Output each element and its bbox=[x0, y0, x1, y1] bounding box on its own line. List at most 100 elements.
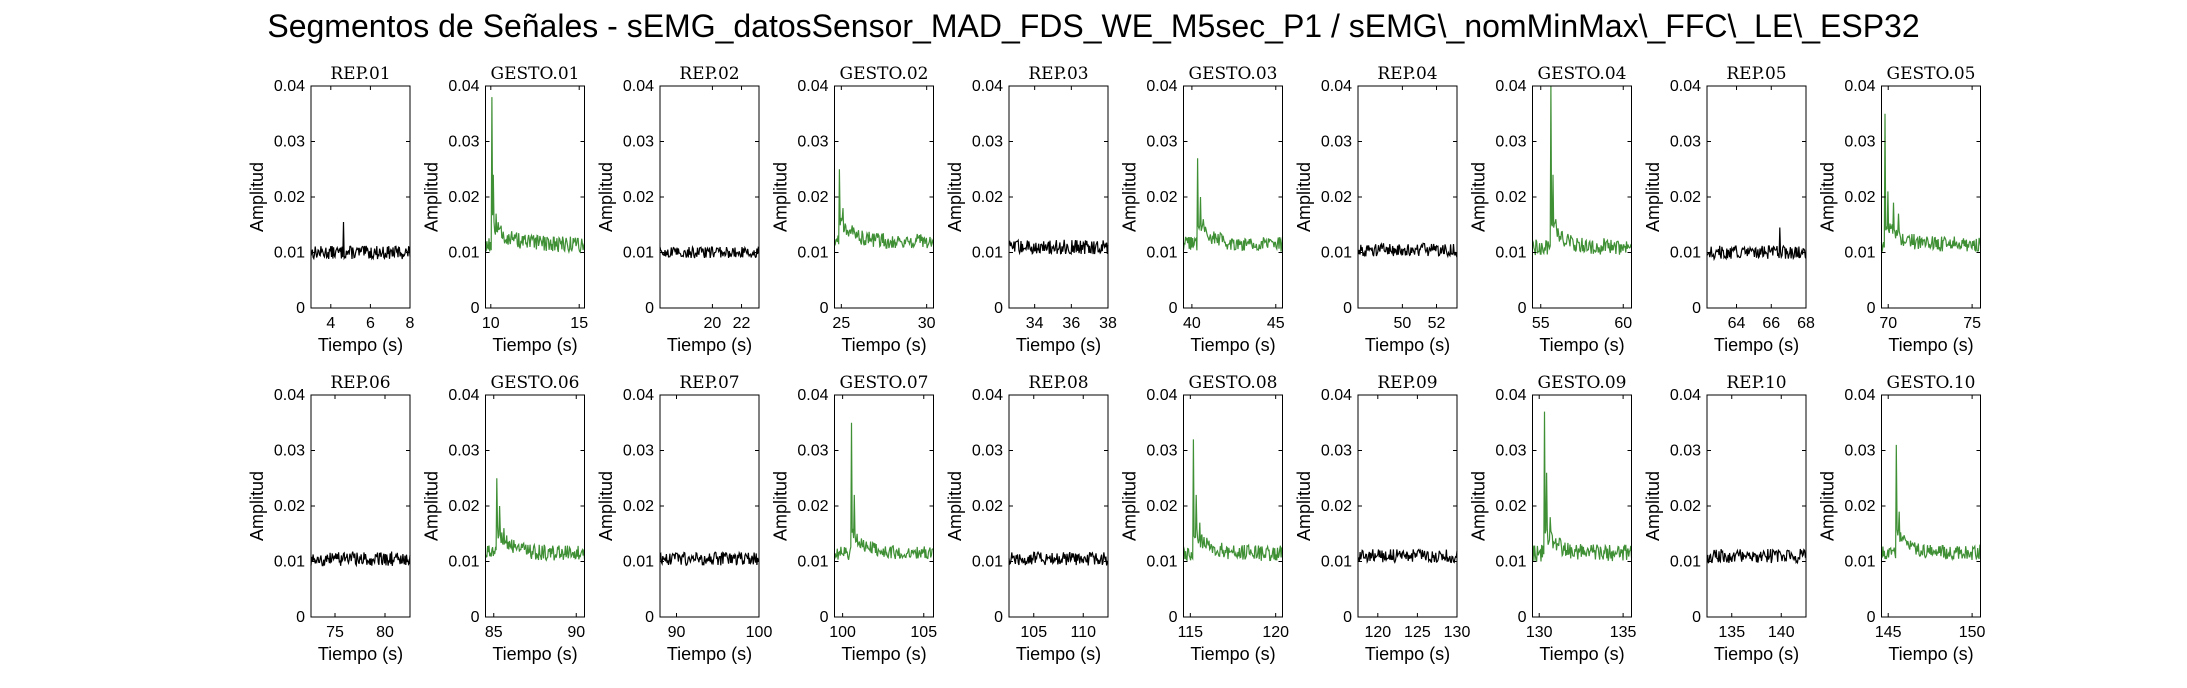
x-tick-label: 45 bbox=[1267, 315, 1285, 332]
signal-line bbox=[1706, 227, 1807, 262]
y-tick-label: 0.01 bbox=[1495, 245, 1526, 262]
y-axis-label: Amplitud bbox=[1818, 162, 1838, 232]
x-axis-label: Tiempo (s) bbox=[1539, 644, 1624, 664]
x-tick-label: 60 bbox=[1614, 315, 1632, 332]
axes-box bbox=[485, 85, 585, 309]
x-tick-label: 110 bbox=[1070, 624, 1096, 641]
y-tick-label: 0 bbox=[820, 300, 829, 317]
x-tick-label: 66 bbox=[1762, 315, 1780, 332]
signal-line bbox=[1008, 238, 1109, 256]
y-tick-label: 0 bbox=[1692, 609, 1701, 626]
y-tick-label: 0.01 bbox=[1321, 245, 1352, 262]
subplot-title: GESTO.06 bbox=[491, 373, 580, 393]
x-axis-label: Tiempo (s) bbox=[492, 644, 577, 664]
subplot-gesto-07: GESTO.07 0 0.01 0.02 0.03 0.04 100 105 Tiempo (s… bbox=[771, 373, 938, 664]
x-tick-label: 90 bbox=[567, 624, 585, 641]
x-axis-label: Tiempo (s) bbox=[1016, 335, 1101, 355]
axes-box bbox=[659, 85, 760, 309]
signal-line bbox=[484, 97, 586, 255]
y-tick-label: 0 bbox=[994, 609, 1003, 626]
subplot-title: GESTO.05 bbox=[1887, 64, 1976, 84]
subplot-rep-02: REP.02 0 0.01 0.02 0.03 0.04 20 22 Tiempo (s) Amp… bbox=[596, 64, 760, 355]
signal-line bbox=[833, 422, 934, 560]
y-tick-label: 0.01 bbox=[1844, 554, 1875, 571]
subplot-rep-05: REP.05 0 0.01 0.02 0.03 0.04 64 66 68 Tiempo (s) A… bbox=[1643, 64, 1815, 355]
y-tick-label: 0.01 bbox=[274, 245, 305, 262]
signal-line bbox=[834, 169, 935, 249]
x-tick-label: 105 bbox=[1020, 624, 1047, 641]
y-tick-label: 0.02 bbox=[1146, 498, 1177, 515]
subplot-title: GESTO.04 bbox=[1538, 64, 1627, 84]
axes-box bbox=[1706, 394, 1807, 618]
y-tick-label: 0.04 bbox=[448, 387, 479, 404]
y-axis-label: Amplitud bbox=[1643, 162, 1663, 232]
y-tick-label: 0.03 bbox=[972, 134, 1003, 151]
y-tick-label: 0.03 bbox=[274, 134, 305, 151]
y-tick-label: 0.01 bbox=[448, 245, 479, 262]
x-tick-label: 52 bbox=[1428, 315, 1446, 332]
y-tick-label: 0 bbox=[1692, 300, 1701, 317]
signal-line bbox=[1531, 411, 1633, 562]
signal-line bbox=[1008, 550, 1109, 566]
y-tick-label: 0.04 bbox=[797, 78, 828, 95]
signal-line bbox=[484, 478, 586, 562]
y-tick-label: 0.01 bbox=[1670, 554, 1701, 571]
x-axis-label: Tiempo (s) bbox=[841, 644, 926, 664]
y-axis-label: Amplitud bbox=[247, 471, 267, 541]
x-axis-label: Tiempo (s) bbox=[667, 335, 752, 355]
y-axis-label: Amplitud bbox=[771, 471, 791, 541]
y-tick-label: 0 bbox=[1867, 300, 1876, 317]
y-tick-label: 0.02 bbox=[972, 498, 1003, 515]
y-tick-label: 0.04 bbox=[1844, 78, 1875, 95]
y-axis-label: Amplitud bbox=[1818, 471, 1838, 541]
y-tick-label: 0.01 bbox=[1146, 554, 1177, 571]
y-tick-label: 0.04 bbox=[1146, 78, 1177, 95]
x-tick-label: 130 bbox=[1526, 624, 1553, 641]
y-tick-label: 0 bbox=[296, 609, 305, 626]
x-tick-label: 120 bbox=[1262, 624, 1289, 641]
subplot-title: GESTO.10 bbox=[1887, 373, 1976, 393]
y-tick-label: 0.04 bbox=[274, 78, 305, 95]
x-tick-label: 64 bbox=[1728, 315, 1746, 332]
subplot-title: REP.07 bbox=[679, 373, 739, 393]
axes-box bbox=[1008, 85, 1109, 309]
x-tick-label: 85 bbox=[485, 624, 503, 641]
y-tick-label: 0.04 bbox=[1321, 78, 1352, 95]
x-tick-label: 115 bbox=[1178, 624, 1204, 641]
y-tick-label: 0.01 bbox=[448, 554, 479, 571]
y-tick-label: 0.01 bbox=[274, 554, 305, 571]
axes-box bbox=[1183, 394, 1283, 618]
x-tick-label: 30 bbox=[918, 315, 936, 332]
y-tick-label: 0 bbox=[645, 609, 654, 626]
x-tick-label: 105 bbox=[910, 624, 937, 641]
x-axis-label: Tiempo (s) bbox=[1365, 644, 1450, 664]
y-tick-label: 0.02 bbox=[797, 189, 828, 206]
x-tick-label: 150 bbox=[1959, 624, 1986, 641]
signal-line bbox=[1357, 242, 1458, 259]
y-tick-label: 0.04 bbox=[972, 78, 1003, 95]
y-tick-label: 0 bbox=[1343, 300, 1352, 317]
subplot-gesto-04: GESTO.04 0 0.01 0.02 0.03 0.04 55 60 Tiempo (s) A… bbox=[1469, 64, 1633, 355]
subplot-title: GESTO.03 bbox=[1189, 64, 1278, 84]
x-tick-label: 90 bbox=[668, 624, 686, 641]
y-tick-label: 0.03 bbox=[448, 443, 479, 460]
subplot-gesto-09: GESTO.09 0 0.01 0.02 0.03 0.04 130 135 Tiempo (s… bbox=[1469, 373, 1637, 664]
y-axis-label: Amplitud bbox=[596, 471, 616, 541]
y-axis-label: Amplitud bbox=[596, 162, 616, 232]
y-axis-label: Amplitud bbox=[1120, 471, 1140, 541]
x-tick-label: 135 bbox=[1610, 624, 1637, 641]
y-tick-label: 0.03 bbox=[797, 134, 828, 151]
signal-line bbox=[310, 551, 411, 568]
axes-box bbox=[1706, 85, 1807, 309]
y-tick-label: 0.03 bbox=[1844, 134, 1875, 151]
y-tick-label: 0.02 bbox=[448, 189, 479, 206]
axes-box bbox=[834, 85, 934, 309]
y-tick-label: 0.04 bbox=[1844, 387, 1875, 404]
y-tick-label: 0 bbox=[1169, 300, 1178, 317]
x-axis-label: Tiempo (s) bbox=[492, 335, 577, 355]
y-axis-label: Amplitud bbox=[771, 162, 791, 232]
x-axis-label: Tiempo (s) bbox=[1365, 335, 1450, 355]
x-tick-label: 140 bbox=[1768, 624, 1795, 641]
axes-box bbox=[310, 394, 411, 618]
